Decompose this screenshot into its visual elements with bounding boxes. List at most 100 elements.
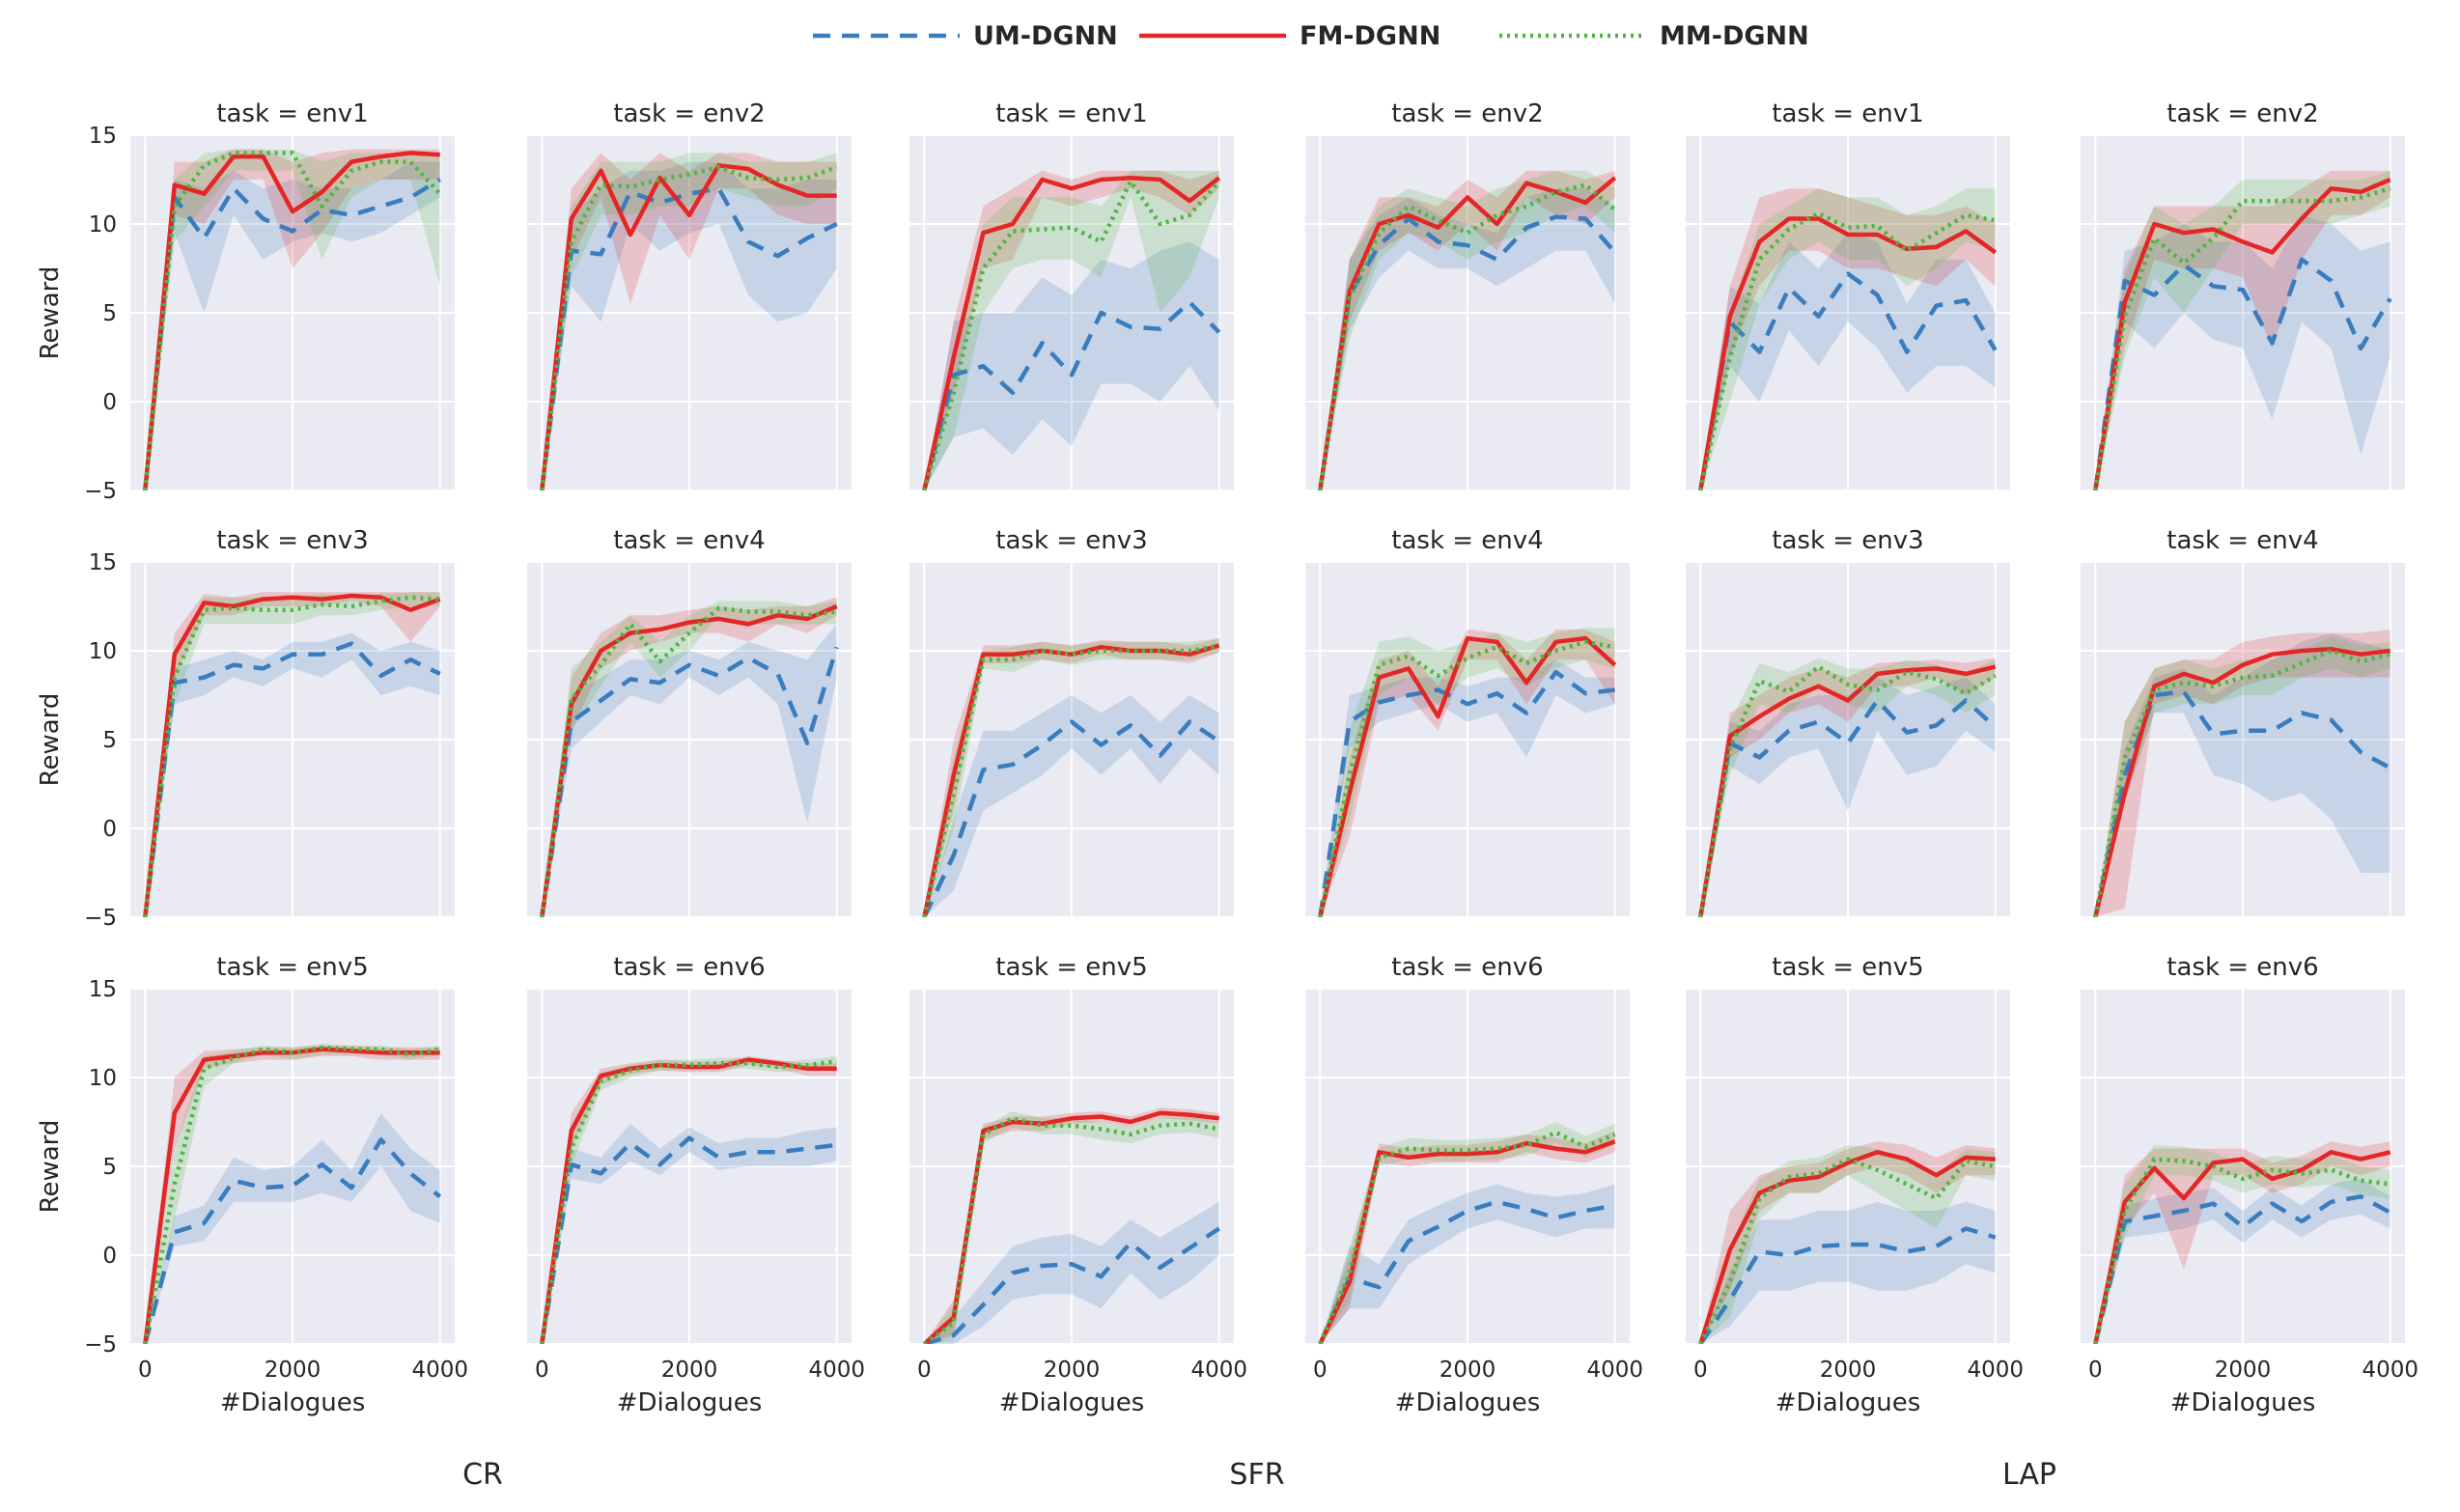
- y-tick-label: 0: [102, 390, 117, 415]
- line-fm-dgnn: [2093, 1150, 2391, 1344]
- line-mm-dgnn: [2093, 186, 2391, 490]
- panel-title: task = env1: [1772, 99, 1923, 128]
- band-mm-dgnn: [924, 1111, 1219, 1344]
- plot-area: [922, 638, 1220, 917]
- plot-area: [2093, 1141, 2391, 1344]
- x-tick-label: 2000: [1440, 1358, 1496, 1383]
- y-tick-label: 15: [89, 977, 117, 1002]
- y-tick-label: −5: [84, 1332, 117, 1358]
- plot-area: [143, 149, 442, 490]
- panel-r0-c5: task = env2: [2081, 99, 2405, 491]
- plot-area: [922, 1107, 1220, 1344]
- panel-r1-c5: task = env4: [2081, 526, 2405, 918]
- panel-r2-c5: task = env6 0 2000 4000 #Dialogues: [2081, 953, 2418, 1417]
- panel-title: task = env5: [216, 953, 368, 982]
- y-tick-label: 10: [89, 212, 117, 238]
- panel-r2-c1: task = env6 0 2000 4000 #Dialogues: [527, 953, 865, 1417]
- band-um-dgnn: [542, 1123, 837, 1344]
- band-mm-dgnn: [1320, 628, 1615, 917]
- y-tick-label: 0: [102, 817, 117, 842]
- y-tick-label: 10: [89, 639, 117, 664]
- line-mm-dgnn: [922, 179, 1221, 490]
- x-tick-label: 2000: [2215, 1358, 2272, 1383]
- line-um-dgnn: [143, 178, 441, 490]
- x-tick-label: 0: [535, 1358, 549, 1383]
- plot-area: [143, 592, 441, 917]
- y-axis-label: Reward: [36, 1120, 65, 1214]
- x-axis-label: #Dialogues: [220, 1388, 366, 1417]
- band-um-dgnn: [1320, 659, 1615, 917]
- y-tick-label: 10: [89, 1066, 117, 1091]
- line-um-dgnn: [1698, 271, 1998, 490]
- band-um-dgnn: [145, 1112, 440, 1344]
- band-mm-dgnn: [1700, 1144, 1996, 1344]
- line-fm-dgnn: [540, 1057, 837, 1344]
- plot-area: [540, 1055, 837, 1344]
- band-fm-dgnn: [2095, 1141, 2390, 1344]
- band-fm-dgnn: [1320, 629, 1615, 917]
- line-mm-dgnn: [143, 1045, 441, 1344]
- band-um-dgnn: [1700, 677, 1996, 917]
- x-axis-label: #Dialogues: [1775, 1388, 1921, 1417]
- band-um-dgnn: [924, 695, 1219, 917]
- line-um-dgnn: [922, 299, 1221, 490]
- line-um-dgnn: [143, 641, 441, 917]
- band-um-dgnn: [924, 241, 1219, 490]
- x-tick-label: 2000: [661, 1358, 718, 1383]
- band-um-dgnn: [145, 161, 440, 490]
- band-fm-dgnn: [145, 592, 440, 917]
- panel-title: task = env6: [2166, 953, 2318, 982]
- line-mm-dgnn: [2093, 648, 2391, 917]
- x-tick-label: 0: [1693, 1358, 1708, 1383]
- line-mm-dgnn: [1318, 182, 1617, 490]
- x-axis-label: #Dialogues: [617, 1388, 763, 1417]
- panel-r2-c2: task = env5 0 2000 4000 #Dialogues: [909, 953, 1247, 1417]
- line-fm-dgnn: [540, 603, 838, 917]
- legend-label-fm-dgnn: FM-DGNN: [1300, 21, 1440, 51]
- plot-area: [540, 153, 838, 490]
- band-um-dgnn: [2095, 632, 2390, 917]
- x-tick-label: 4000: [2362, 1358, 2418, 1383]
- plot-area: [1698, 188, 1998, 490]
- y-tick-label: −5: [84, 479, 117, 504]
- y-tick-label: 5: [102, 728, 117, 753]
- line-fm-dgnn: [143, 151, 440, 490]
- band-um-dgnn: [2095, 1178, 2390, 1344]
- line-um-dgnn: [1318, 1199, 1616, 1344]
- panel-r1-c2: task = env3: [909, 526, 1234, 918]
- y-tick-label: 5: [102, 1155, 117, 1180]
- line-fm-dgnn: [922, 1110, 1219, 1344]
- plot-area: [1318, 170, 1617, 490]
- line-fm-dgnn: [1318, 635, 1617, 917]
- y-axis-label: Reward: [36, 266, 65, 360]
- x-tick-label: 2000: [1044, 1358, 1101, 1383]
- x-tick-label: 4000: [1586, 1358, 1643, 1383]
- panel-title: task = env4: [1391, 526, 1543, 555]
- panel-title: task = env3: [216, 526, 368, 555]
- line-fm-dgnn: [540, 163, 837, 490]
- panel-title: task = env5: [1772, 953, 1923, 982]
- line-mm-dgnn: [143, 595, 440, 917]
- panel-r1-c4: task = env3: [1686, 526, 2010, 918]
- legend-label-um-dgnn: UM-DGNN: [973, 21, 1118, 51]
- x-tick-label: 2000: [1820, 1358, 1877, 1383]
- band-mm-dgnn: [542, 153, 837, 490]
- panel-title: task = env2: [1391, 99, 1543, 128]
- group-labels: CR SFR LAP: [462, 1458, 2056, 1492]
- y-tick-label: 15: [89, 550, 117, 575]
- band-um-dgnn: [1320, 1184, 1615, 1344]
- band-um-dgnn: [542, 161, 837, 490]
- band-fm-dgnn: [924, 170, 1219, 490]
- panel-title: task = env4: [2166, 526, 2318, 555]
- band-um-dgnn: [542, 624, 837, 917]
- line-um-dgnn: [1698, 1226, 1997, 1344]
- line-mm-dgnn: [1318, 1130, 1616, 1344]
- line-um-dgnn: [1318, 669, 1615, 917]
- plot-area: [2093, 170, 2392, 490]
- band-um-dgnn: [1700, 1201, 1996, 1344]
- panel-r0-c2: task = env1: [909, 99, 1234, 491]
- line-fm-dgnn: [1318, 176, 1617, 490]
- plot-area: [143, 1044, 442, 1344]
- line-um-dgnn: [1318, 214, 1617, 490]
